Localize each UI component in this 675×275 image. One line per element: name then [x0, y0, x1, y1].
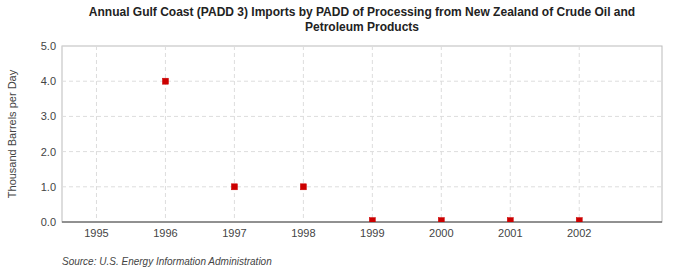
x-tick-label: 1999 — [360, 227, 384, 239]
y-axis-label: Thousand Barrels per Day — [6, 69, 18, 198]
points — [162, 78, 582, 222]
title-line: Annual Gulf Coast (PADD 3) Imports by PA… — [89, 5, 635, 19]
point — [576, 218, 582, 222]
grid-line-x — [579, 46, 580, 222]
title: Annual Gulf Coast (PADD 3) Imports by PA… — [89, 5, 635, 34]
grid-line-x — [372, 46, 373, 222]
x-tick-label: 2000 — [429, 227, 453, 239]
y-tick-label: 4.0 — [41, 75, 56, 87]
title-line: Petroleum Products — [305, 20, 419, 34]
y-tick-label: 2.0 — [41, 146, 56, 158]
grid-line-y — [62, 116, 662, 117]
grid-line-y — [62, 46, 662, 47]
point — [369, 218, 375, 222]
grid-line-y — [62, 151, 662, 152]
point — [231, 184, 237, 190]
point — [300, 184, 306, 190]
x-tick-label: 2001 — [498, 227, 522, 239]
grid-line-x — [441, 46, 442, 222]
grid — [62, 46, 662, 222]
x-tick-label: 1996 — [153, 227, 177, 239]
annotation: Source: U.S. Energy Information Administ… — [62, 256, 272, 267]
x-axis-line — [62, 222, 662, 223]
grid-line-y — [62, 81, 662, 82]
x-tick-label: 1998 — [291, 227, 315, 239]
y-tick-label: 1.0 — [41, 181, 56, 193]
grid-line-x — [510, 46, 511, 222]
y-tick-label: 0.0 — [41, 216, 56, 228]
point — [507, 218, 513, 222]
point — [438, 218, 444, 222]
grid-line-x — [96, 46, 97, 222]
y-tick-label: 5.0 — [41, 40, 56, 52]
grid-line-y — [62, 186, 662, 187]
x-tick-label: 2002 — [567, 227, 591, 239]
grid-line-x — [234, 46, 235, 222]
plot-frame — [62, 46, 662, 222]
grid-line-x — [303, 46, 304, 222]
chart-svg: Annual Gulf Coast (PADD 3) Imports by PA… — [0, 0, 675, 275]
x-tick-label: 1997 — [222, 227, 246, 239]
chart-container: Annual Gulf Coast (PADD 3) Imports by PA… — [0, 0, 675, 275]
y-tick-label: 3.0 — [41, 110, 56, 122]
grid-line-y — [62, 222, 662, 223]
x-tick-label: 1995 — [84, 227, 108, 239]
point — [162, 78, 168, 84]
grid-line-x — [165, 46, 166, 222]
